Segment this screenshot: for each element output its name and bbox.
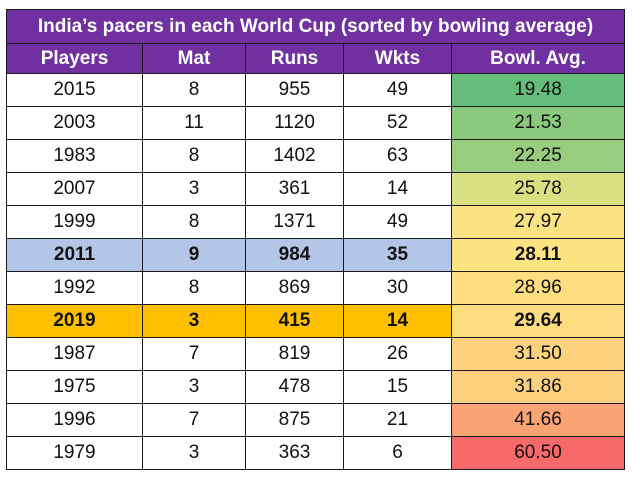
column-header-bowl-avg: Bowl. Avg. [450, 43, 626, 74]
cell-year: 1987 [6, 337, 143, 371]
cell-wickets: 14 [343, 172, 452, 206]
cell-runs: 478 [245, 370, 344, 404]
table-row: 1987 7 819 26 31.50 [6, 337, 626, 371]
cell-runs: 875 [245, 403, 344, 437]
cell-bowling-average: 28.96 [450, 271, 626, 305]
cell-bowling-average: 21.53 [450, 106, 626, 140]
cell-runs: 1120 [245, 106, 344, 140]
cell-runs: 361 [245, 172, 344, 206]
cell-matches: 8 [142, 73, 246, 107]
table-row: 1975 3 478 15 31.86 [6, 370, 626, 404]
cell-matches: 3 [142, 436, 246, 470]
cell-year: 2011 [6, 238, 143, 272]
cell-runs: 1371 [245, 205, 344, 239]
cell-matches: 7 [142, 403, 246, 437]
cell-year: 1992 [6, 271, 143, 305]
cell-matches: 8 [142, 271, 246, 305]
cell-bowling-average: 27.97 [450, 205, 626, 239]
stats-table-container: India’s pacers in each World Cup (sorted… [5, 9, 626, 470]
cell-matches: 9 [142, 238, 246, 272]
cell-bowling-average: 31.50 [450, 337, 626, 371]
table-row: 2003 11 1120 52 21.53 [6, 106, 626, 140]
cell-wickets: 26 [343, 337, 452, 371]
table-row: 2019 3 415 14 29.64 [6, 304, 626, 338]
cell-bowling-average: 22.25 [450, 139, 626, 173]
cell-matches: 3 [142, 304, 246, 338]
cell-bowling-average: 29.64 [450, 304, 626, 338]
cell-matches: 3 [142, 172, 246, 206]
cell-year: 2007 [6, 172, 143, 206]
header-row: Players Mat Runs Wkts Bowl. Avg. [6, 43, 626, 74]
cell-runs: 819 [245, 337, 344, 371]
cell-wickets: 6 [343, 436, 452, 470]
cell-runs: 984 [245, 238, 344, 272]
cell-year: 2019 [6, 304, 143, 338]
cell-matches: 11 [142, 106, 246, 140]
cell-year: 1983 [6, 139, 143, 173]
column-header-runs: Runs [245, 43, 344, 74]
cell-wickets: 21 [343, 403, 452, 437]
column-header-wkts: Wkts [343, 43, 452, 74]
cell-matches: 8 [142, 205, 246, 239]
cell-runs: 955 [245, 73, 344, 107]
cell-bowling-average: 19.48 [450, 73, 626, 107]
cell-matches: 8 [142, 139, 246, 173]
table-row: 2011 9 984 35 28.11 [6, 238, 626, 272]
cell-runs: 1402 [245, 139, 344, 173]
cell-wickets: 35 [343, 238, 452, 272]
table-row: 1992 8 869 30 28.96 [6, 271, 626, 305]
cell-matches: 3 [142, 370, 246, 404]
cell-wickets: 49 [343, 73, 452, 107]
table-row: 2015 8 955 49 19.48 [6, 73, 626, 107]
column-header-players: Players [6, 43, 143, 74]
cell-matches: 7 [142, 337, 246, 371]
cell-year: 1979 [6, 436, 143, 470]
cell-wickets: 49 [343, 205, 452, 239]
cell-wickets: 14 [343, 304, 452, 338]
cell-bowling-average: 60.50 [450, 436, 626, 470]
table-row: 1999 8 1371 49 27.97 [6, 205, 626, 239]
cell-wickets: 63 [343, 139, 452, 173]
table-title: India’s pacers in each World Cup (sorted… [5, 9, 626, 44]
table-row: 2007 3 361 14 25.78 [6, 172, 626, 206]
cell-runs: 415 [245, 304, 344, 338]
cell-year: 1999 [6, 205, 143, 239]
table-row: 1996 7 875 21 41.66 [6, 403, 626, 437]
cell-year: 1975 [6, 370, 143, 404]
cell-bowling-average: 25.78 [450, 172, 626, 206]
cell-bowling-average: 41.66 [450, 403, 626, 437]
column-header-mat: Mat [142, 43, 246, 74]
cell-runs: 363 [245, 436, 344, 470]
cell-year: 1996 [6, 403, 143, 437]
cell-year: 2003 [6, 106, 143, 140]
cell-wickets: 30 [343, 271, 452, 305]
cell-runs: 869 [245, 271, 344, 305]
pacers-stats-table: India’s pacers in each World Cup (sorted… [5, 9, 626, 470]
table-row: 1979 3 363 6 60.50 [6, 436, 626, 470]
cell-wickets: 15 [343, 370, 452, 404]
cell-wickets: 52 [343, 106, 452, 140]
cell-bowling-average: 28.11 [450, 238, 626, 272]
table-row: 1983 8 1402 63 22.25 [6, 139, 626, 173]
cell-year: 2015 [6, 73, 143, 107]
cell-bowling-average: 31.86 [450, 370, 626, 404]
